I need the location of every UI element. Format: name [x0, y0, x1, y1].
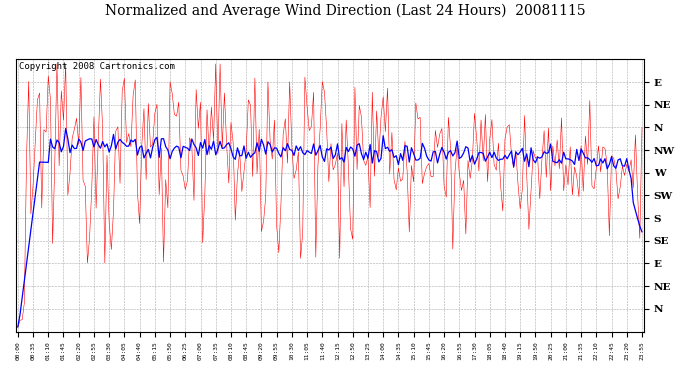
- Text: Copyright 2008 Cartronics.com: Copyright 2008 Cartronics.com: [19, 62, 175, 71]
- Text: Normalized and Average Wind Direction (Last 24 Hours)  20081115: Normalized and Average Wind Direction (L…: [105, 4, 585, 18]
